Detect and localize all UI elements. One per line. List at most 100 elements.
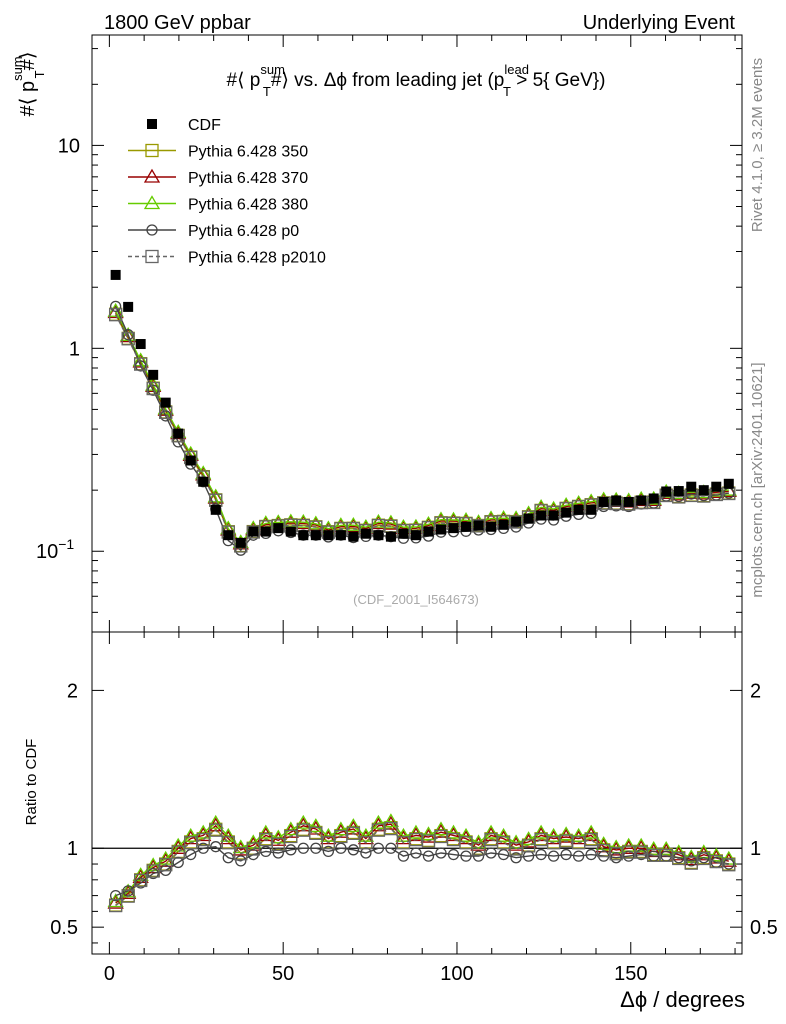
cdf-data-point [623,496,634,507]
ratio-point [309,826,323,840]
ratio-point [182,827,199,842]
x-tick-label: 0 [104,963,115,985]
ratio-point [507,836,525,851]
ratio-point [159,858,173,872]
cdf-data-point [473,520,484,531]
cdf-data-point [636,495,647,506]
ratio-point [332,821,350,836]
cdf-data-point [598,496,609,507]
ratio-point [645,840,662,855]
ratio-point [608,841,625,856]
ratio-point [346,826,361,840]
ratio-y-tick-label: 1 [67,838,78,860]
ratio-point [708,847,725,862]
ratio-point [285,844,297,856]
cdf-data-point [235,537,246,548]
ratio-point [171,845,185,859]
ratio-point [272,847,284,859]
cdf-data-point [511,516,522,527]
legend-marker [146,224,158,236]
ratio-point [196,832,210,847]
ratio-point [185,848,197,861]
ratio-point [497,848,510,861]
cdf-data-point [135,339,146,350]
rivet-label: Rivet 4.1.0, ≥ 3.2M events [749,58,766,232]
ratio-point [395,827,412,842]
cdf-data-point [586,504,597,515]
cdf-data-point [448,523,459,534]
ratio-point [385,842,397,854]
ratio-point [220,830,237,845]
ratio-point [207,814,224,829]
ratio-point [457,827,475,842]
cdf-data-point [210,504,221,515]
ratio-point [359,836,373,850]
ratio-point [210,841,222,853]
data-point [121,332,135,346]
ratio-point [470,836,487,851]
ratio-point [145,859,162,874]
cdf-data-point [410,530,421,541]
cdf-data-point [486,521,497,532]
ratio-point [170,840,187,854]
cdf-data-point [723,478,734,489]
cdf-data-point [498,519,509,530]
ratio-point [197,842,209,854]
main-y-tick-label: 10−1 [36,536,74,563]
ratio-point [108,898,123,913]
data-point [135,360,147,372]
ratio-point [520,831,537,846]
data-point [109,300,122,313]
legend-label: CDF [188,117,221,134]
ratio-point [335,842,347,854]
data-point [307,515,324,530]
ratio-point [121,889,135,903]
data-point [122,328,134,341]
ratio-point [195,824,212,839]
legend-label: Pythia 6.428 370 [188,170,308,187]
cdf-data-point [335,530,346,541]
ratio-point [557,828,575,843]
cdf-data-point [561,507,572,518]
x-axis-label: Δϕ / degrees [620,987,745,1012]
ratio-point [422,850,435,862]
ratio-point [257,824,274,839]
ratio-y-tick-label: 0.5 [50,917,78,939]
cdf-data-point [435,524,446,535]
ratio-point [270,829,287,844]
cdf-data-point [310,530,321,541]
ratio-point [360,847,372,859]
legend-marker [143,168,161,183]
ratio-point [584,832,598,847]
legend-label: Pythia 6.428 350 [188,144,308,161]
ratio-point [545,830,562,845]
ratio-point [222,852,234,864]
cdf-data-point [248,526,259,537]
data-point [382,514,400,529]
ratio-point [232,839,249,854]
cdf-data-point [260,526,271,537]
cdf-data-point [648,493,659,504]
cdf-data-point [173,428,184,439]
cdf-data-point [398,528,409,539]
cdf-data-point [148,369,159,380]
ratio-point [135,877,147,889]
ratio-frame [91,631,743,955]
series-line-0 [114,313,729,547]
mcplots-label: mcplots.cern.ch [arXiv:2401.10621] [749,362,766,597]
cdf-data-point [523,513,534,524]
ratio-line-3 [115,845,729,897]
ratio-point [395,830,412,845]
cdf-data-point [223,530,234,541]
cdf-data-point [123,301,134,312]
ratio-point [633,837,650,852]
ratio-point [445,824,462,839]
ratio-point [585,848,597,861]
ratio-y-tick-label-right: 1 [750,838,761,860]
data-point [146,381,160,396]
cdf-data-point [110,269,121,280]
cdf-data-point [373,530,384,541]
ratio-point [235,855,247,867]
ratio-point [382,813,400,828]
ratio-point [420,826,437,841]
